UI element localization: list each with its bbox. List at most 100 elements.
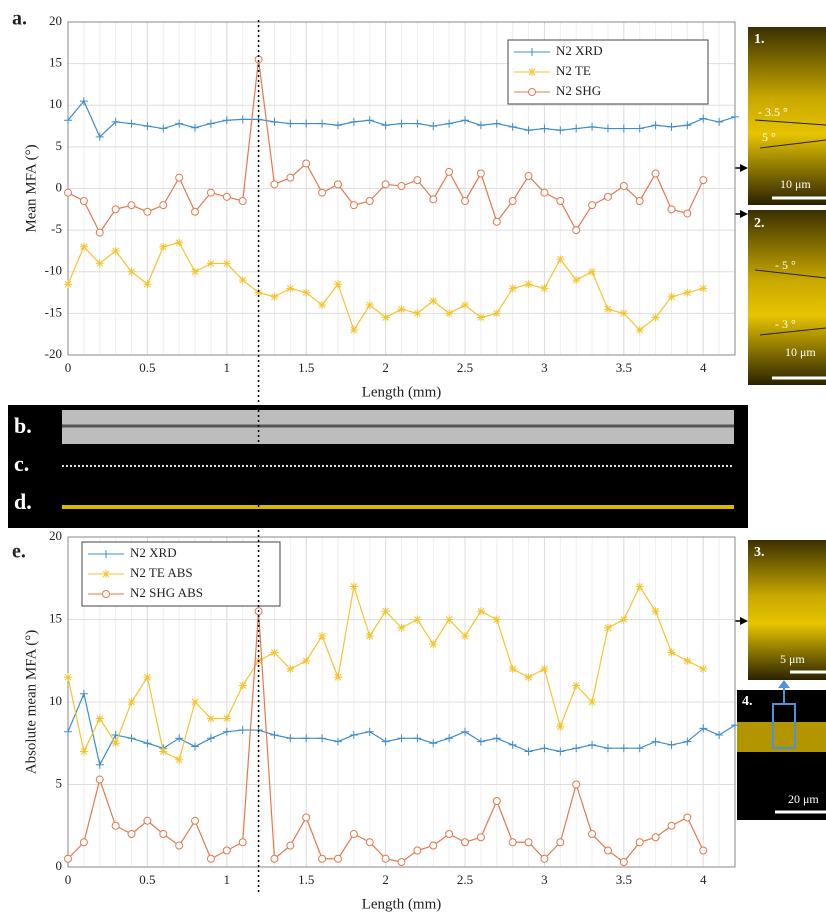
point xyxy=(191,698,200,706)
y-tick-label: 5 xyxy=(56,138,63,153)
point xyxy=(365,727,374,736)
point xyxy=(111,246,120,255)
point xyxy=(222,259,231,268)
x-tick-label: 1.5 xyxy=(298,360,314,375)
angle-line xyxy=(754,269,826,279)
point xyxy=(365,632,374,640)
x-tick-label: 4 xyxy=(700,360,707,375)
point xyxy=(302,734,311,743)
point xyxy=(270,180,279,189)
point xyxy=(333,121,342,130)
point xyxy=(540,744,549,753)
panel-label: 3. xyxy=(754,545,765,560)
point xyxy=(445,167,454,176)
point xyxy=(413,309,422,318)
point xyxy=(715,117,724,126)
point xyxy=(302,288,311,297)
point xyxy=(318,188,327,197)
point xyxy=(127,267,136,276)
point xyxy=(731,721,739,730)
y-tick-label: -20 xyxy=(45,346,62,361)
point xyxy=(540,284,549,293)
point xyxy=(175,841,184,850)
legend-label: N2 SHG ABS xyxy=(130,585,203,600)
point xyxy=(588,267,597,276)
x-tick-label: 2.5 xyxy=(457,872,473,887)
point xyxy=(445,830,454,838)
point xyxy=(492,797,501,805)
point xyxy=(102,590,110,598)
point xyxy=(102,550,110,558)
point xyxy=(540,854,549,863)
point xyxy=(603,305,612,314)
x-tick-label: 3.5 xyxy=(616,360,632,375)
point xyxy=(540,665,549,673)
point xyxy=(318,301,327,310)
point xyxy=(270,854,279,863)
angle: - 3 ° xyxy=(775,317,796,331)
point xyxy=(445,615,454,624)
point xyxy=(222,116,231,125)
point xyxy=(603,124,612,133)
point xyxy=(191,207,200,216)
point xyxy=(667,648,676,657)
point xyxy=(79,689,88,698)
point xyxy=(79,242,88,251)
point xyxy=(159,747,168,756)
point xyxy=(445,119,454,128)
point xyxy=(461,632,470,640)
point xyxy=(476,833,485,842)
y-tick-label: -10 xyxy=(45,263,62,278)
angle: - 5 ° xyxy=(775,258,796,272)
point xyxy=(651,313,660,322)
point xyxy=(572,276,581,285)
point xyxy=(333,673,342,682)
point xyxy=(222,846,231,855)
point xyxy=(222,192,231,201)
point xyxy=(222,714,231,723)
x-tick-label: 2.5 xyxy=(457,360,473,375)
point xyxy=(102,570,110,578)
y-tick-label: 0 xyxy=(56,858,63,873)
point xyxy=(381,121,390,130)
arrowhead xyxy=(778,680,790,688)
x-tick-label: 0.5 xyxy=(139,360,155,375)
point xyxy=(683,656,692,665)
point xyxy=(286,841,295,850)
point xyxy=(175,173,184,182)
point xyxy=(397,858,406,867)
panel-label: e. xyxy=(12,541,26,563)
point xyxy=(64,116,72,125)
point xyxy=(556,722,565,731)
point xyxy=(635,744,644,753)
point xyxy=(238,276,247,285)
point xyxy=(286,734,295,743)
x-tick-label: 0 xyxy=(65,872,72,887)
point xyxy=(667,292,676,301)
point xyxy=(429,195,438,204)
point xyxy=(508,740,517,749)
point xyxy=(635,196,644,205)
x-axis-label: Length (mm) xyxy=(362,896,442,912)
point xyxy=(429,296,438,305)
point xyxy=(64,854,72,863)
angle-line xyxy=(759,139,826,149)
point xyxy=(191,816,200,825)
point xyxy=(528,68,536,76)
x-tick-label: 3 xyxy=(541,872,548,887)
point xyxy=(651,607,660,616)
point xyxy=(95,228,104,237)
x-tick-label: 1 xyxy=(224,872,231,887)
point xyxy=(508,122,517,131)
point xyxy=(206,119,215,128)
point xyxy=(699,114,708,123)
point xyxy=(79,838,88,847)
point xyxy=(476,121,485,130)
point xyxy=(476,607,485,616)
point xyxy=(381,854,390,863)
axes-frame xyxy=(67,21,736,356)
point xyxy=(572,744,581,753)
point xyxy=(524,126,533,135)
point xyxy=(286,284,295,293)
point xyxy=(524,172,533,181)
